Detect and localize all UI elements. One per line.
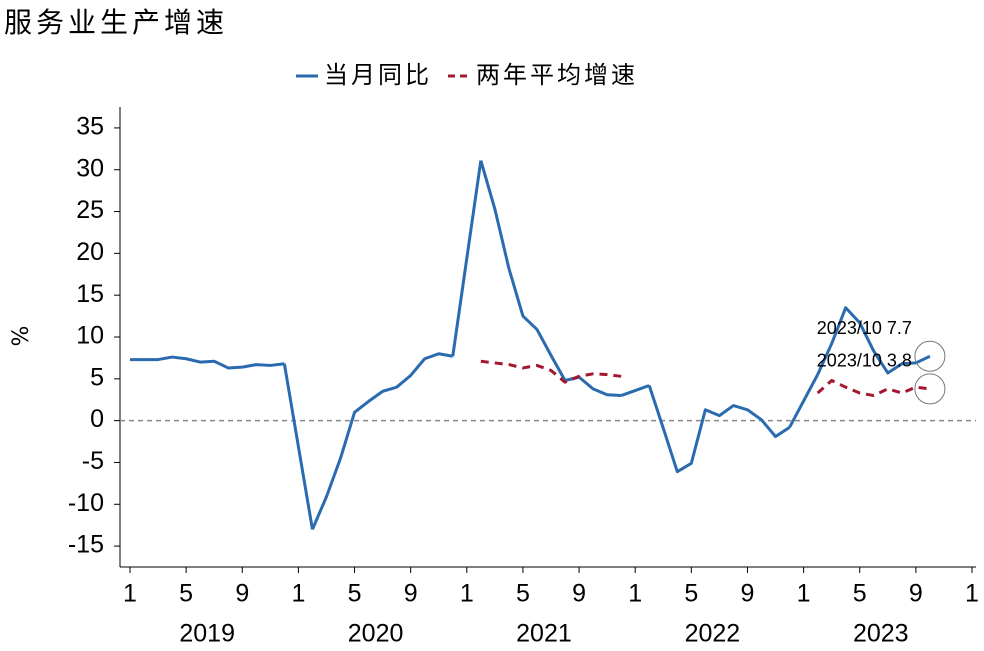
y-tick-label: 20	[76, 238, 104, 266]
x-tick-label: 9	[235, 580, 249, 608]
x-tick-label: 9	[404, 580, 418, 608]
y-tick-label: 25	[76, 196, 104, 224]
year-label: 2019	[179, 620, 235, 648]
y-tick-label: 35	[76, 113, 104, 141]
x-tick-label: 1	[628, 580, 642, 608]
annotation: 2023/10 3.8	[817, 351, 912, 371]
gap-connector	[451, 160, 483, 357]
y-axis-label: %	[9, 326, 34, 347]
series-line	[816, 306, 931, 376]
annotation-circle	[914, 373, 946, 405]
y-tick-label: 15	[76, 280, 104, 308]
legend-label: 当月同比	[324, 61, 432, 89]
x-tick-label: 5	[853, 580, 867, 608]
y-tick-label: 10	[76, 322, 104, 350]
annotation: 2023/10 7.7	[817, 318, 912, 338]
series-line	[647, 385, 791, 474]
series-line	[130, 355, 285, 370]
chart-title: 服务业生产增速	[4, 6, 228, 39]
year-label: 2022	[685, 620, 741, 648]
x-tick-label: 1	[291, 580, 305, 608]
x-tick-label: 1	[123, 580, 137, 608]
year-label: 2021	[516, 620, 572, 648]
x-tick-label: 9	[741, 580, 755, 608]
x-tick-label: 9	[572, 580, 586, 608]
x-tick-label: 9	[909, 580, 923, 608]
x-tick-label: 5	[516, 580, 530, 608]
x-tick-label: 1	[797, 580, 811, 608]
legend-label: 两年平均增速	[476, 61, 638, 89]
y-tick-label: -5	[82, 447, 104, 475]
gap-connector	[282, 363, 314, 530]
y-tick-label: -10	[68, 489, 104, 517]
y-tick-label: 5	[90, 363, 104, 391]
y-tick-label: 0	[90, 405, 104, 433]
y-tick-label: -15	[68, 531, 104, 559]
y-tick-label: 30	[76, 154, 104, 182]
series-line	[816, 378, 931, 398]
gap-connector	[620, 384, 650, 397]
series-line	[480, 359, 622, 384]
gap-connector	[788, 373, 819, 429]
x-tick-label: 5	[684, 580, 698, 608]
x-tick-label: 5	[348, 580, 362, 608]
x-tick-label: 5	[179, 580, 193, 608]
x-tick-label: 1	[965, 580, 979, 608]
series-line	[479, 160, 622, 398]
annotation-circle	[914, 340, 946, 372]
year-label: 2020	[348, 620, 404, 648]
series-line	[311, 352, 454, 530]
year-label: 2023	[853, 620, 909, 648]
x-tick-label: 1	[460, 580, 474, 608]
